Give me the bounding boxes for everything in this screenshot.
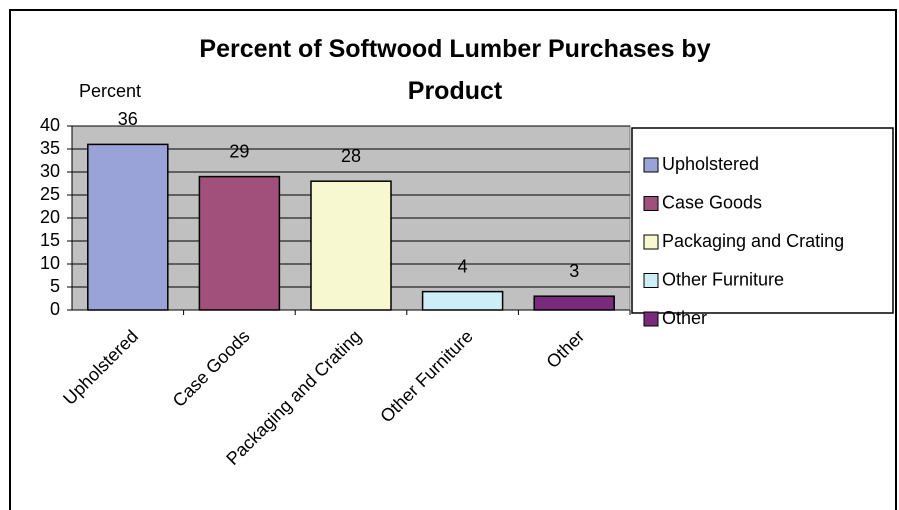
chart-title: Percent of Softwood Lumber Purchases by …	[199, 35, 711, 105]
y-tick-label: 20	[40, 207, 60, 227]
y-tick-label: 5	[50, 276, 60, 296]
legend-label: Other Furniture	[662, 269, 784, 289]
y-tick-label: 40	[40, 115, 60, 135]
y-axis-label: Percent	[79, 81, 141, 101]
legend-label: Upholstered	[662, 154, 759, 174]
data-label: 28	[341, 146, 361, 166]
data-label: 4	[458, 256, 468, 276]
legend-swatch	[643, 311, 659, 327]
y-tick-label: 0	[50, 299, 60, 319]
legend-box	[631, 127, 894, 314]
y-tick-label: 25	[40, 184, 60, 204]
bar	[87, 143, 169, 311]
data-label: 36	[118, 109, 138, 129]
y-tick-label: 10	[40, 253, 60, 273]
legend-label: Case Goods	[662, 192, 762, 212]
data-label: 29	[229, 141, 249, 161]
legend-label: Packaging and Crating	[662, 231, 844, 251]
legend-swatch	[643, 273, 659, 288]
y-tick-label: 30	[40, 161, 60, 181]
data-label: 3	[569, 261, 579, 281]
legend-label: Other	[662, 308, 707, 328]
bar	[533, 295, 615, 311]
legend-swatch	[643, 234, 659, 250]
y-tick-label: 35	[40, 138, 60, 158]
bar	[310, 180, 392, 311]
y-tick-label: 15	[40, 230, 60, 250]
bar	[198, 175, 281, 311]
legend-swatch	[643, 196, 659, 211]
legend-swatch	[643, 157, 659, 173]
bar	[421, 290, 504, 311]
